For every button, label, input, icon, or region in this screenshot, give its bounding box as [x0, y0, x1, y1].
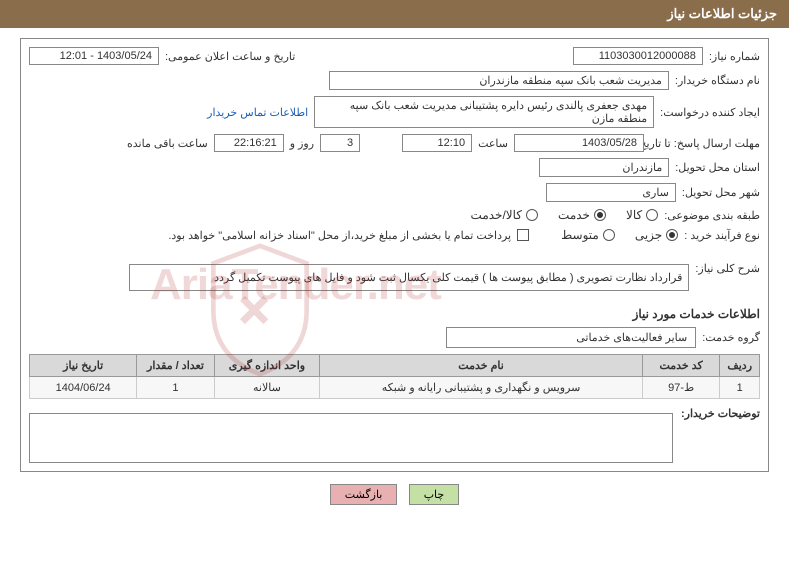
radio-goods-label: کالا — [626, 208, 642, 222]
th-code: کد خدمت — [642, 355, 720, 377]
buyer-org-field: مدیریت شعب بانک سپه منطقه مازندران — [329, 71, 669, 90]
requester-field: مهدی جعفری پالندی رئیس دایره پشتیبانی مد… — [314, 96, 654, 128]
td-name: سرویس و نگهداری و پشتیبانی رایانه و شبکه — [320, 377, 643, 399]
th-name: نام خدمت — [320, 355, 643, 377]
row-buyer-org: نام دستگاه خریدار: مدیریت شعب بانک سپه م… — [29, 71, 760, 90]
table-header-row: ردیف کد خدمت نام خدمت واحد اندازه گیری ت… — [30, 355, 760, 377]
row-desc: شرح کلی نیاز: قرارداد نظارت تصویری ( مطا… — [29, 256, 760, 301]
row-need-number: شماره نیاز: 1103030012000088 تاریخ و ساع… — [29, 47, 760, 65]
page-title: جزئیات اطلاعات نیاز — [667, 6, 777, 21]
desc-label: شرح کلی نیاز: — [695, 262, 760, 275]
buy-type-group: جزیی متوسط — [561, 228, 678, 242]
city-field: ساری — [546, 183, 676, 202]
days-and-label: روز و — [290, 137, 314, 150]
radio-service-item[interactable]: خدمت — [558, 208, 606, 222]
radio-medium[interactable] — [603, 229, 615, 241]
payment-note: پرداخت تمام یا بخشی از مبلغ خرید،از محل … — [168, 229, 511, 242]
contact-link[interactable]: اطلاعات تماس خریدار — [207, 106, 308, 119]
remaining-suffix: ساعت باقی مانده — [127, 137, 208, 150]
td-row: 1 — [720, 377, 760, 399]
row-province: استان محل تحویل: مازندران — [29, 158, 760, 177]
subject-class-group: کالا خدمت کالا/خدمت — [471, 208, 659, 222]
buyer-note-box — [29, 413, 673, 463]
radio-goods-service-item[interactable]: کالا/خدمت — [471, 208, 538, 222]
services-table: ردیف کد خدمت نام خدمت واحد اندازه گیری ت… — [29, 354, 760, 399]
radio-goods[interactable] — [646, 209, 658, 221]
page-header: جزئیات اطلاعات نیاز — [0, 0, 789, 28]
td-code: ط-97 — [642, 377, 720, 399]
th-unit: واحد اندازه گیری — [214, 355, 320, 377]
th-qty: تعداد / مقدار — [137, 355, 214, 377]
service-group-field: سایر فعالیت‌های خدماتی — [446, 327, 696, 348]
need-number-label: شماره نیاز: — [709, 50, 760, 63]
td-qty: 1 — [137, 377, 214, 399]
row-requester: ایجاد کننده درخواست: مهدی جعفری پالندی ر… — [29, 96, 760, 128]
row-subject-class: طبقه بندی موضوعی: کالا خدمت کالا/خدمت — [29, 208, 760, 222]
radio-minor-label: جزیی — [635, 228, 662, 242]
table-row: 1 ط-97 سرویس و نگهداری و پشتیبانی رایانه… — [30, 377, 760, 399]
radio-service[interactable] — [594, 209, 606, 221]
radio-minor-item[interactable]: جزیی — [635, 228, 678, 242]
row-deadline: مهلت ارسال پاسخ: تا تاریخ: 1403/05/28 سا… — [29, 134, 760, 152]
province-label: استان محل تحویل: — [675, 161, 760, 174]
city-label: شهر محل تحویل: — [682, 186, 760, 199]
province-field: مازندران — [539, 158, 669, 177]
subject-class-label: طبقه بندی موضوعی: — [664, 209, 760, 222]
row-city: شهر محل تحویل: ساری — [29, 183, 760, 202]
buttons-row: چاپ بازگشت — [0, 484, 789, 505]
row-buy-type: نوع فرآیند خرید : جزیی متوسط پرداخت تمام… — [29, 228, 760, 242]
radio-goods-item[interactable]: کالا — [626, 208, 658, 222]
row-service-group: گروه خدمت: سایر فعالیت‌های خدماتی — [29, 327, 760, 348]
requester-label: ایجاد کننده درخواست: — [660, 106, 760, 119]
deadline-label: مهلت ارسال پاسخ: تا تاریخ: — [650, 137, 760, 150]
deadline-date-field: 1403/05/28 — [514, 134, 644, 152]
back-button[interactable]: بازگشت — [330, 484, 398, 505]
payment-checkbox[interactable] — [517, 229, 529, 241]
buyer-org-label: نام دستگاه خریدار: — [675, 74, 760, 87]
services-section-title: اطلاعات خدمات مورد نیاز — [29, 307, 760, 321]
deadline-time-field: 12:10 — [402, 134, 472, 152]
announce-field: 1403/05/24 - 12:01 — [29, 47, 159, 65]
radio-medium-item[interactable]: متوسط — [561, 228, 615, 242]
buy-type-label: نوع فرآیند خرید : — [684, 229, 760, 242]
service-group-label: گروه خدمت: — [702, 331, 760, 344]
radio-minor[interactable] — [666, 229, 678, 241]
td-date: 1404/06/24 — [30, 377, 137, 399]
remaining-days-field: 3 — [320, 134, 360, 152]
th-row: ردیف — [720, 355, 760, 377]
th-date: تاریخ نیاز — [30, 355, 137, 377]
buyer-note-label: توضیحات خریدار: — [681, 407, 760, 420]
need-number-field: 1103030012000088 — [573, 47, 703, 65]
td-unit: سالانه — [214, 377, 320, 399]
radio-service-label: خدمت — [558, 208, 590, 222]
remaining-time-field: 22:16:21 — [214, 134, 284, 152]
radio-medium-label: متوسط — [561, 228, 599, 242]
time-label: ساعت — [478, 137, 508, 150]
radio-goods-service-label: کالا/خدمت — [471, 208, 522, 222]
main-form: شماره نیاز: 1103030012000088 تاریخ و ساع… — [20, 38, 769, 472]
desc-box: قرارداد نظارت تصویری ( مطابق پیوست ها ) … — [129, 264, 689, 291]
buyer-note-row: توضیحات خریدار: — [29, 407, 760, 463]
announce-label: تاریخ و ساعت اعلان عمومی: — [165, 50, 295, 63]
radio-goods-service[interactable] — [526, 209, 538, 221]
print-button[interactable]: چاپ — [409, 484, 460, 505]
